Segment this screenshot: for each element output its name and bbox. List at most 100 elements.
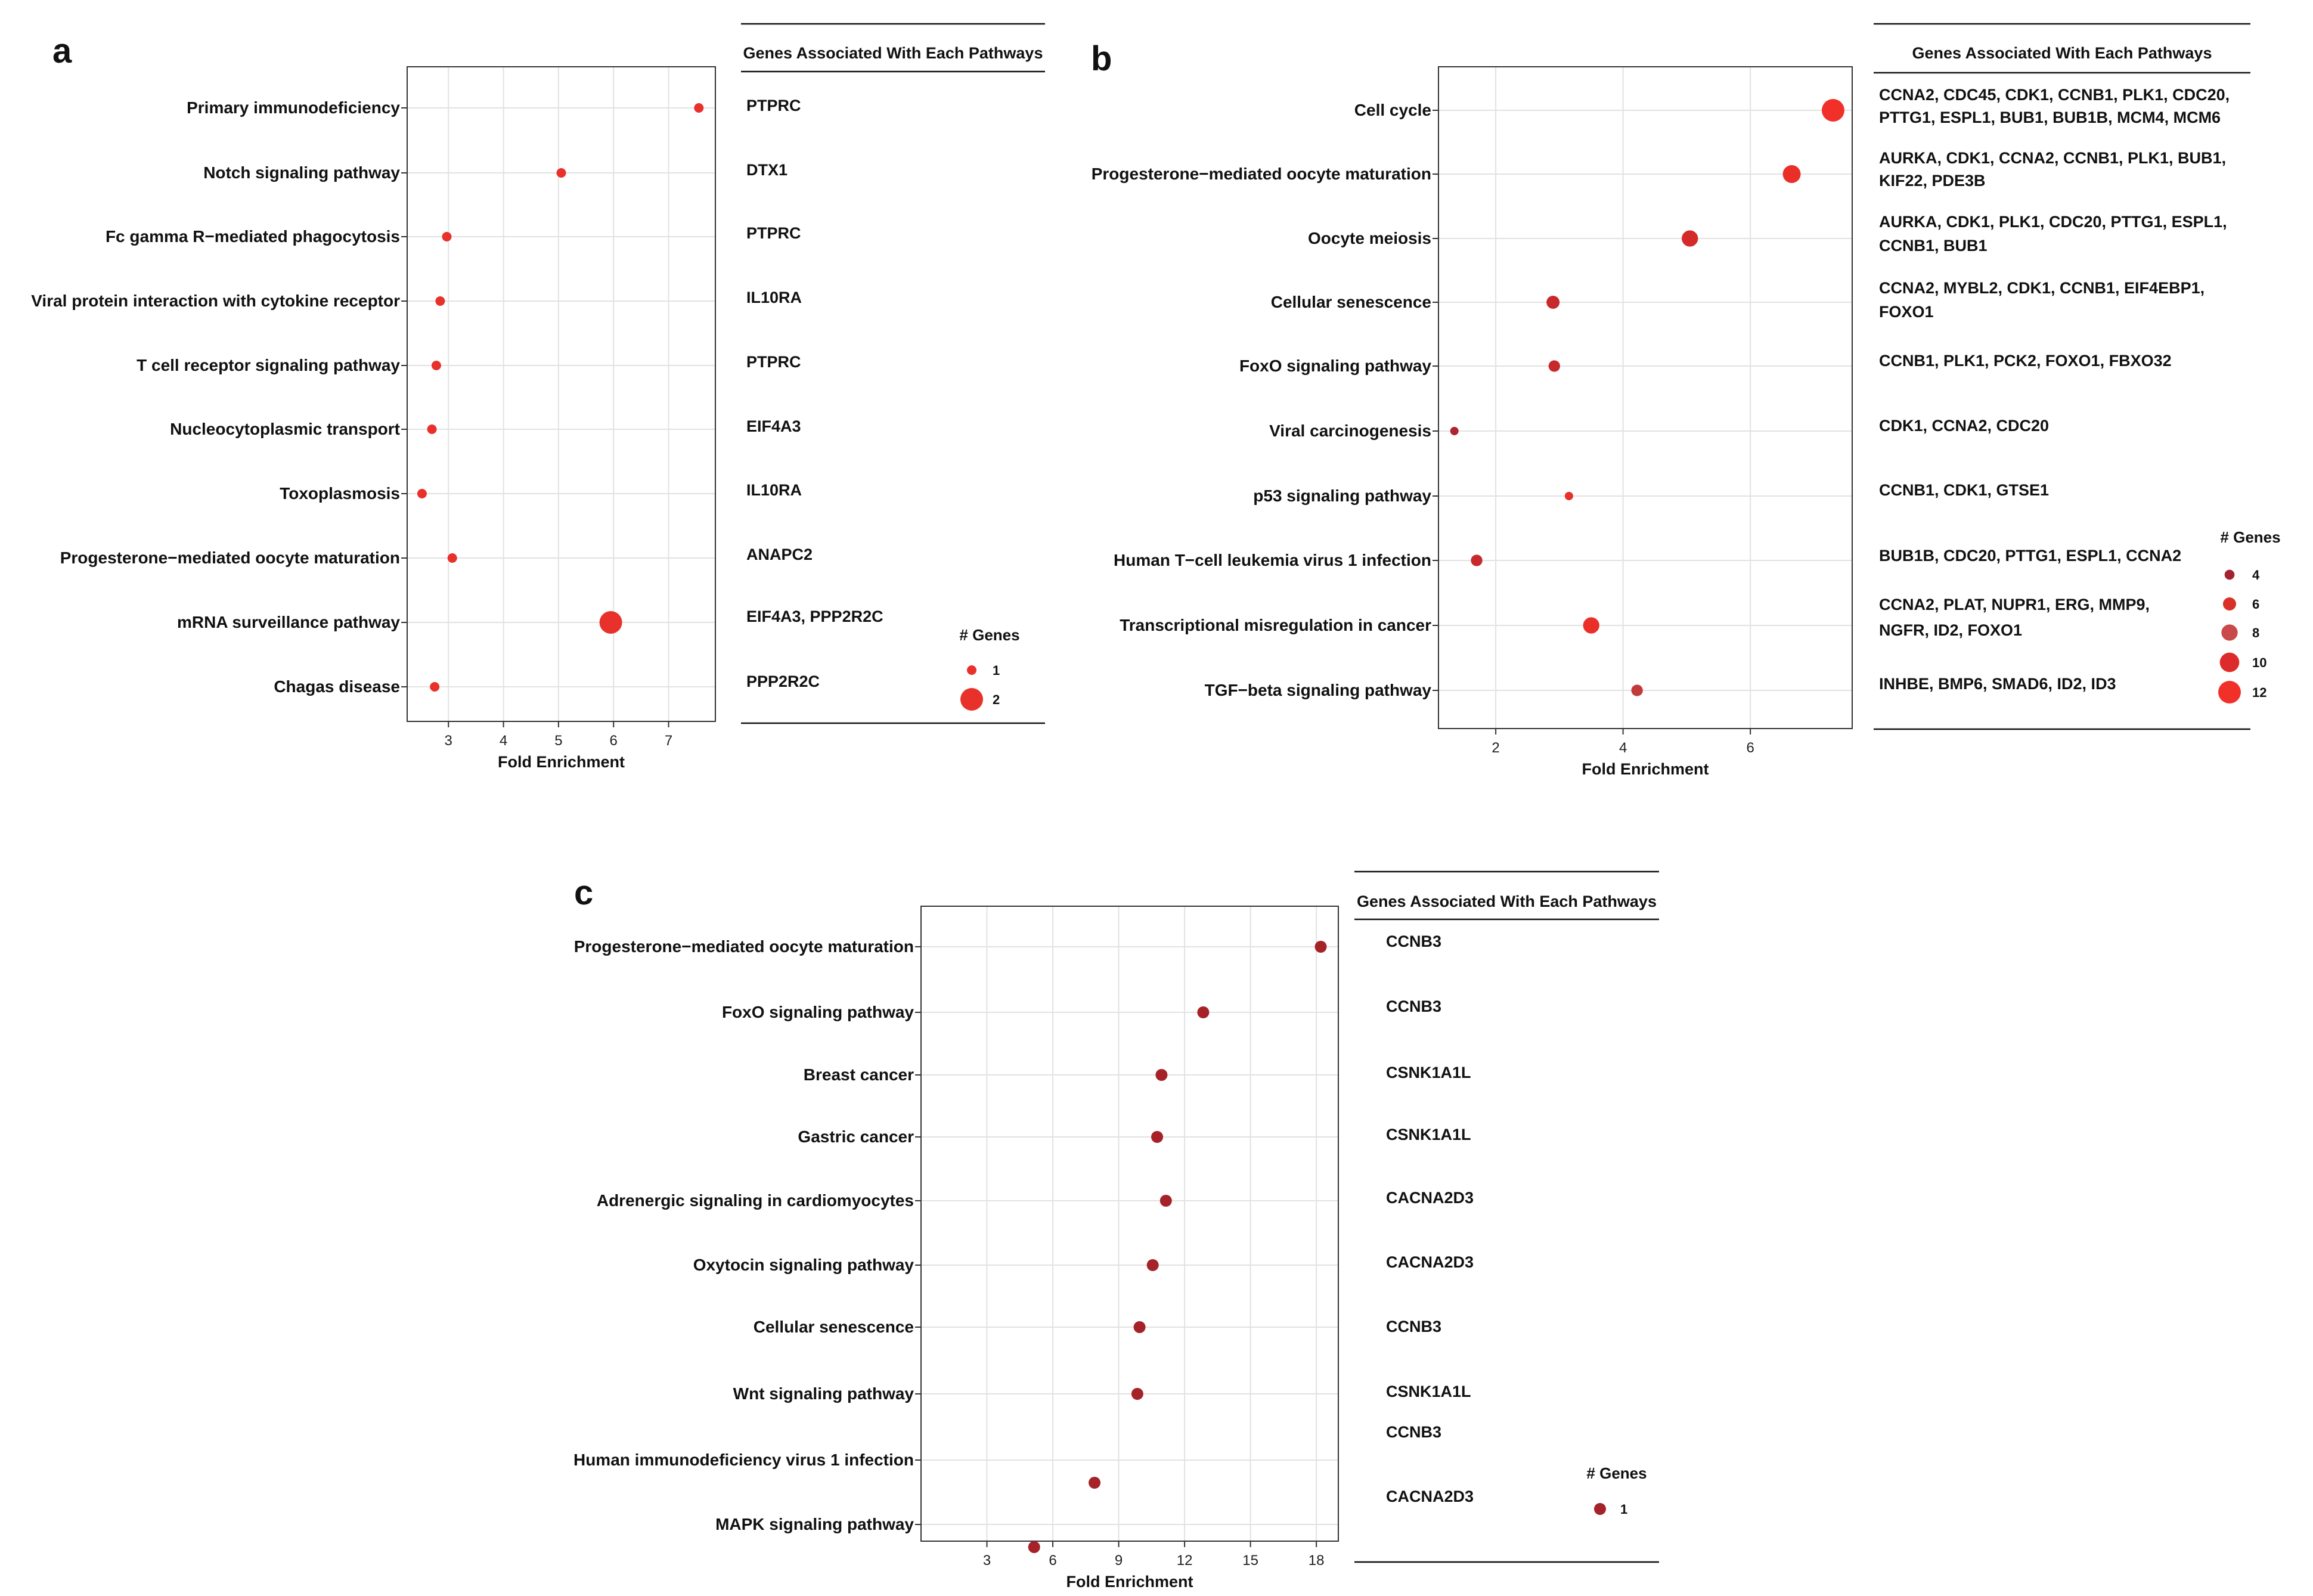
x-tick-label: 2 — [1492, 740, 1499, 756]
legend-title: # Genes — [2220, 528, 2280, 546]
gene-list: NGFR, ID2, FOXO1 — [1879, 621, 2022, 639]
gene-list: CCNB3 — [1386, 997, 1441, 1015]
gene-list: CDK1, CCNA2, CDC20 — [1879, 417, 2049, 435]
data-point — [1631, 684, 1643, 696]
gene-list: KIF22, PDE3B — [1879, 172, 1986, 190]
y-category-label: Chagas disease — [274, 677, 400, 696]
x-tick-label: 7 — [665, 733, 672, 749]
y-category-label: Human immunodeficiency virus 1 infection — [573, 1451, 914, 1469]
legend-label: 2 — [993, 692, 1000, 707]
data-point — [1131, 1388, 1143, 1400]
y-category-label: Viral protein interaction with cytokine … — [31, 292, 400, 310]
gene-list: PTTG1, ESPL1, BUB1, BUB1B, MCM4, MCM6 — [1879, 109, 2221, 126]
gene-list: CCNB1, CDK1, GTSE1 — [1879, 481, 2049, 499]
data-point — [1133, 1321, 1146, 1333]
data-point — [694, 103, 704, 113]
y-category-label: FoxO signaling pathway — [1239, 357, 1431, 375]
data-point — [417, 489, 427, 498]
y-category-label: MAPK signaling pathway — [715, 1515, 914, 1533]
legend-label: 12 — [2252, 685, 2267, 700]
gene-list: FOXO1 — [1879, 303, 1934, 321]
plot-border — [1438, 66, 1853, 729]
gene-list: PTPRC — [746, 353, 801, 371]
panel-a: a 3 4 5 6 7 Primary immunodeficiency Notch sign… — [31, 23, 1045, 771]
data-point — [556, 168, 566, 178]
x-axis-title: Fold Enrichment — [1582, 760, 1709, 778]
legend-swatch — [2219, 652, 2240, 673]
data-point — [1546, 296, 1560, 309]
legend-swatch — [960, 688, 983, 711]
gene-list: BUB1B, CDC20, PTTG1, ESPL1, CCNA2 — [1879, 547, 2181, 565]
gene-list: AURKA, CDK1, CCNA2, CCNB1, PLK1, BUB1, — [1879, 149, 2226, 167]
table-header: Genes Associated With Each Pathways — [743, 44, 1043, 62]
legend-swatch — [2223, 597, 2236, 610]
gene-list: CACNA2D3 — [1386, 1253, 1474, 1271]
gene-list: PTPRC — [746, 97, 801, 114]
panel-letter: a — [52, 32, 72, 70]
legend-swatch — [1594, 1503, 1606, 1515]
plot-border — [407, 66, 716, 722]
y-category-label: Viral carcinogenesis — [1269, 422, 1431, 440]
legend-label: 1 — [993, 663, 1000, 678]
data-point — [430, 682, 440, 692]
x-axis-title: Fold Enrichment — [1066, 1573, 1193, 1591]
x-tick-label: 4 — [500, 733, 507, 749]
gene-list: CCNB1, BUB1 — [1879, 237, 1988, 255]
panel-b: b 2 4 6 Cell cycle Progesterone−mediated oocy… — [1091, 23, 2281, 778]
y-category-label: mRNA surveillance pathway — [177, 613, 400, 631]
y-category-label: T cell receptor signaling pathway — [137, 356, 400, 374]
gene-list: CCNB3 — [1386, 932, 1441, 950]
y-category-label: Progesterone−mediated oocyte maturation — [1092, 165, 1431, 183]
gene-list: PPP2R2C — [746, 673, 820, 690]
data-point — [1782, 165, 1801, 183]
gene-list: CSNK1A1L — [1386, 1126, 1471, 1143]
gene-list: IL10RA — [746, 289, 802, 306]
legend-swatch — [2221, 624, 2238, 641]
x-tick-label: 15 — [1242, 1552, 1258, 1569]
gene-list: IL10RA — [746, 481, 802, 499]
gene-list: CSNK1A1L — [1386, 1383, 1471, 1400]
table-header: Genes Associated With Each Pathways — [1912, 44, 2212, 62]
x-tick-label: 12 — [1177, 1552, 1193, 1569]
data-point — [431, 361, 441, 370]
panel-letter: b — [1091, 39, 1112, 78]
x-tick-label: 6 — [1746, 740, 1754, 756]
gene-list: CCNA2, CDC45, CDK1, CCNB1, PLK1, CDC20, — [1879, 86, 2230, 104]
x-tick-label: 6 — [1049, 1552, 1056, 1569]
y-category-label: Oocyte meiosis — [1308, 229, 1431, 247]
y-category-label: FoxO signaling pathway — [722, 1003, 914, 1021]
data-point — [599, 611, 622, 634]
data-point — [1450, 427, 1459, 435]
x-tick-label: 9 — [1115, 1552, 1123, 1569]
x-tick-label: 5 — [554, 733, 562, 749]
panel-c: c 3 6 9 12 15 18 Progesterone−mediated oocyte m… — [573, 870, 1659, 1591]
y-category-label: Notch signaling pathway — [203, 163, 400, 182]
x-tick-label: 3 — [445, 733, 452, 749]
gene-list: EIF4A3 — [746, 417, 801, 435]
data-point — [1583, 617, 1599, 634]
data-point — [1155, 1069, 1168, 1081]
x-tick-label: 4 — [1619, 740, 1627, 756]
y-category-label: Primary immunodeficiency — [187, 98, 400, 117]
legend-swatch — [2224, 569, 2235, 580]
y-category-label: Cell cycle — [1354, 101, 1431, 119]
table-header: Genes Associated With Each Pathways — [1357, 892, 1657, 910]
y-category-label: Progesterone−mediated oocyte maturation — [60, 548, 400, 567]
y-category-label: Fc gamma R−mediated phagocytosis — [106, 227, 400, 246]
y-category-label: p53 signaling pathway — [1253, 486, 1431, 505]
panel-letter: c — [574, 873, 593, 912]
x-axis-title: Fold Enrichment — [498, 753, 625, 771]
data-point — [1159, 1195, 1172, 1207]
y-category-label: Cellular senescence — [754, 1318, 914, 1336]
data-point — [1089, 1477, 1101, 1489]
data-point — [1564, 492, 1573, 500]
data-point — [442, 232, 452, 241]
data-point — [1028, 1541, 1040, 1553]
data-point — [435, 296, 445, 306]
x-tick-label: 6 — [610, 733, 618, 749]
gene-list: CACNA2D3 — [1386, 1487, 1474, 1505]
gene-list: CCNB3 — [1386, 1423, 1441, 1441]
gene-list: CCNA2, PLAT, NUPR1, ERG, MMP9, — [1879, 596, 2150, 613]
y-category-label: Gastric cancer — [798, 1127, 914, 1146]
